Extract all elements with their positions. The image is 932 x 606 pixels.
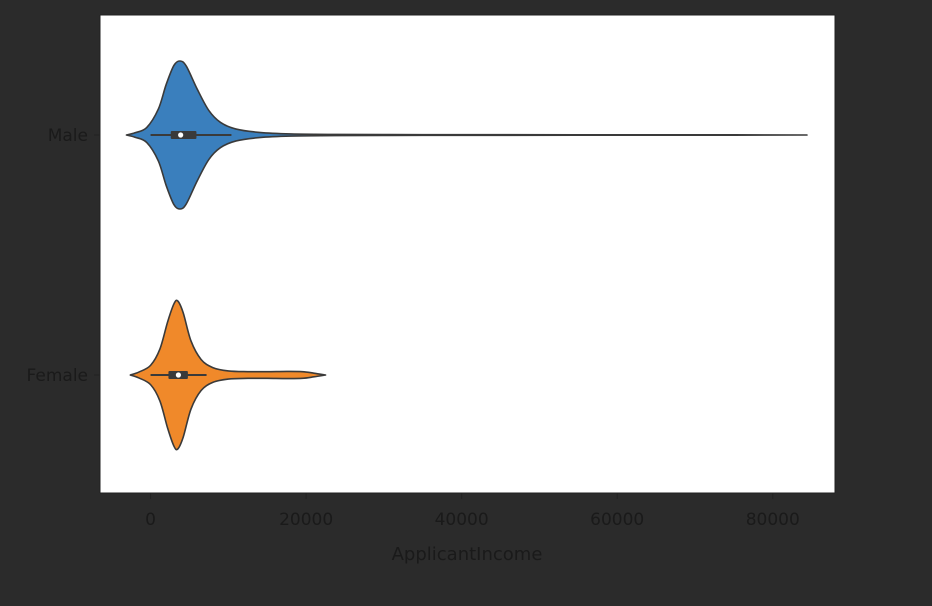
violin-median-female	[175, 372, 181, 378]
plot-frame	[99, 14, 836, 494]
x-tick-label: 0	[145, 510, 156, 530]
x-axis-ticks: 0 20000 40000 60000 80000	[145, 493, 800, 530]
violin-iqr-box-male	[170, 131, 197, 139]
y-tick-label: Female	[27, 366, 88, 386]
x-tick-label: 20000	[279, 510, 333, 530]
x-tick-label: 40000	[435, 510, 489, 530]
y-axis-ticks: Male Female	[27, 126, 100, 386]
violin-body-female	[129, 299, 327, 451]
x-axis-label: ApplicantIncome	[392, 544, 543, 565]
violin-median-male	[178, 132, 184, 138]
violin-body-male	[125, 60, 808, 210]
x-tick-label: 80000	[746, 510, 800, 530]
x-tick-label: 60000	[590, 510, 644, 530]
violins-group	[125, 60, 808, 451]
y-tick-label: Male	[48, 126, 88, 146]
plot-area	[100, 15, 835, 493]
